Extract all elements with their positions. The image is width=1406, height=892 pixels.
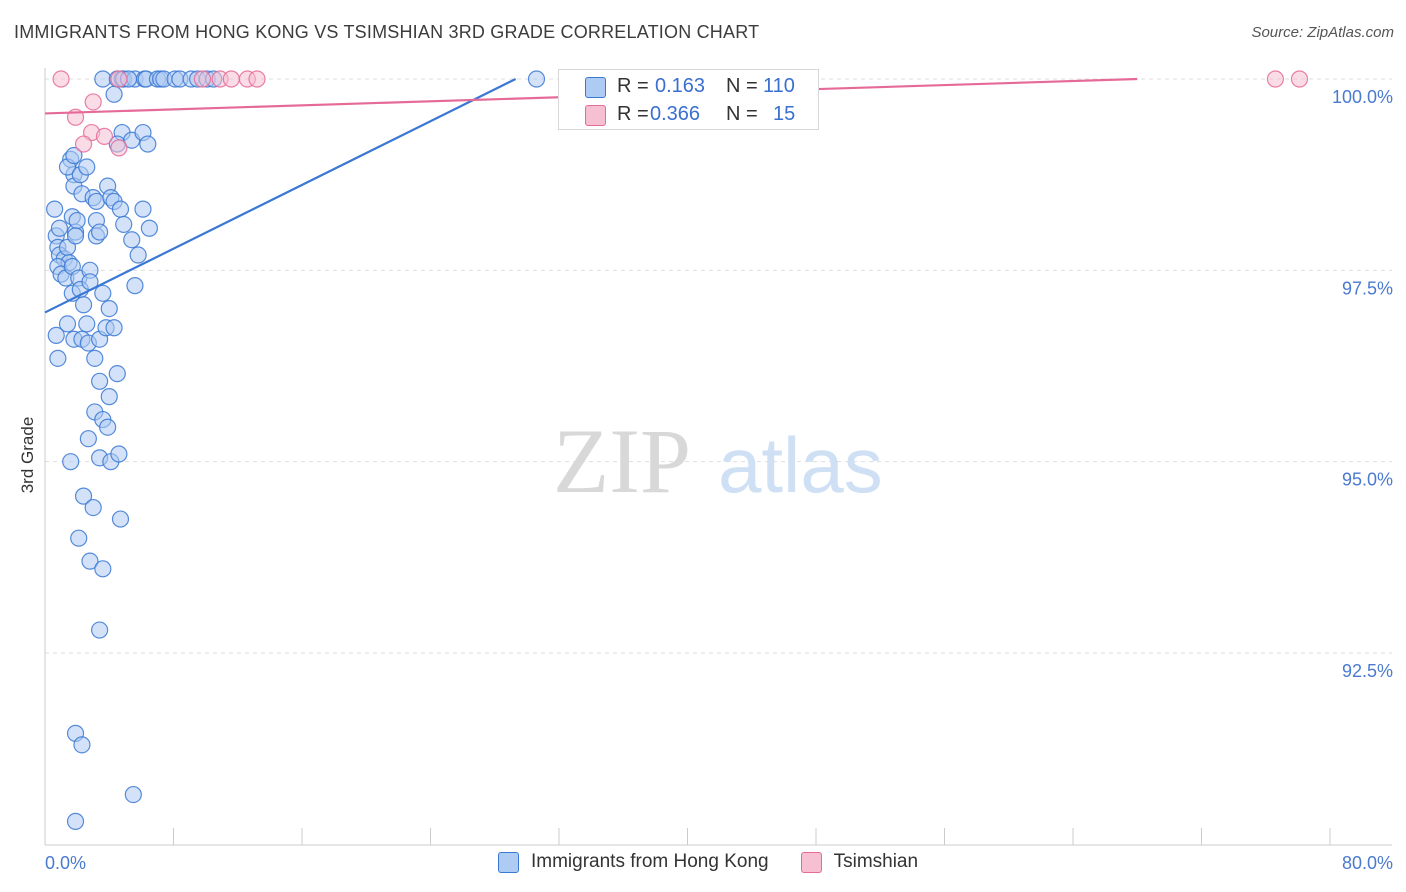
x-tick-label: 0.0% [45,853,86,873]
point-hong-kong [46,200,64,218]
point-hong-kong [79,430,97,448]
correlation-stats-box: R = 0.163 N = 110 R = 0.366 N = 15 [558,69,819,130]
point-hong-kong [111,510,130,528]
point-hong-kong [74,487,93,505]
n-label: N = [726,75,758,97]
legend-swatch-blue [498,851,519,873]
watermark-zip: ZIP [553,410,691,512]
point-hong-kong [91,223,109,241]
point-hong-kong [100,388,118,406]
point-tsimshian [84,93,102,111]
point-hong-kong [99,418,117,436]
point-hong-kong [124,785,142,804]
point-tsimshian [1266,70,1284,88]
legend: Immigrants from Hong Kong Tsimshian [498,851,950,873]
y-tick-label: 97.5% [1342,278,1393,298]
point-hong-kong [66,227,85,245]
point-hong-kong [49,349,67,367]
grid-lines [45,78,1392,654]
point-hong-kong [70,529,88,547]
watermark-atlas: atlas [718,421,883,509]
y-tick-label: 100.0% [1332,87,1393,107]
x-tick-labels: 0.0% 80.0% [45,853,1393,873]
point-hong-kong [108,365,126,383]
point-hong-kong [65,146,83,165]
point-hong-kong [134,200,152,218]
point-tsimshian [110,139,128,157]
point-tsimshian [74,135,93,153]
point-hong-kong [81,552,99,570]
point-hong-kong [91,372,109,390]
legend-swatch-pink [800,851,822,873]
point-hong-kong [94,560,112,578]
point-hong-kong [78,315,96,333]
point-hong-kong [115,215,133,234]
watermark: ZIP atlas [553,410,883,512]
point-hong-kong [105,319,123,337]
point-hong-kong [58,315,77,333]
point-hong-kong [91,621,109,639]
data-points [46,70,1309,830]
point-hong-kong [86,349,104,367]
point-hong-kong [105,85,123,103]
n-value: 110 [763,75,795,97]
stats-row-pink: R = 0.366 N = 15 [559,101,818,129]
y-tick-labels: 92.5% 95.0% 97.5% 100.0% [1332,87,1393,681]
y-tick-label: 95.0% [1342,470,1393,490]
point-hong-kong [66,812,85,830]
pink-swatch [585,105,606,126]
point-tsimshian [95,127,114,145]
r-label: R = [617,103,649,125]
point-hong-kong [62,453,80,471]
r-label: R = [617,75,649,97]
point-hong-kong [527,70,546,88]
r-value: 0.163 [655,75,706,97]
point-hong-kong [68,211,86,230]
n-value: 15 [773,103,796,125]
x-tick-label: 80.0% [1342,853,1393,873]
point-tsimshian [193,70,212,88]
stats-row-blue: R = 0.163 N = 110 [559,73,818,101]
legend-item-tsimshian[interactable]: Tsimshian [800,851,919,873]
point-hong-kong [50,219,69,237]
point-hong-kong [94,70,112,88]
trend-line-hong-kong [44,78,517,314]
y-tick-label: 92.5% [1342,661,1393,681]
point-hong-kong [126,277,144,295]
point-hong-kong [78,158,96,176]
legend-item-hong-kong[interactable]: Immigrants from Hong Kong [498,851,769,873]
source-credit: Source: ZipAtlas.com [1251,24,1394,41]
axes [44,68,1392,846]
point-tsimshian [248,70,266,88]
point-hong-kong [123,231,141,249]
point-hong-kong [111,200,130,218]
r-value: 0.366 [650,103,701,125]
chart-title: IMMIGRANTS FROM HONG KONG VS TSIMSHIAN 3… [14,22,760,42]
point-hong-kong [139,135,157,153]
point-hong-kong [74,296,93,314]
n-label: N = [726,103,758,125]
point-hong-kong [94,284,112,302]
point-tsimshian [222,70,240,88]
point-tsimshian [52,70,70,88]
point-hong-kong [47,326,65,344]
point-hong-kong [84,498,102,517]
point-tsimshian [1290,70,1309,88]
point-hong-kong [110,445,128,463]
legend-label: Immigrants from Hong Kong [531,851,769,872]
point-hong-kong [140,219,159,237]
point-hong-kong [73,736,91,754]
legend-label: Tsimshian [833,851,919,872]
point-tsimshian [110,70,128,88]
blue-swatch [585,77,606,98]
point-hong-kong [87,192,106,211]
point-hong-kong [100,300,118,318]
point-hong-kong [129,246,147,264]
